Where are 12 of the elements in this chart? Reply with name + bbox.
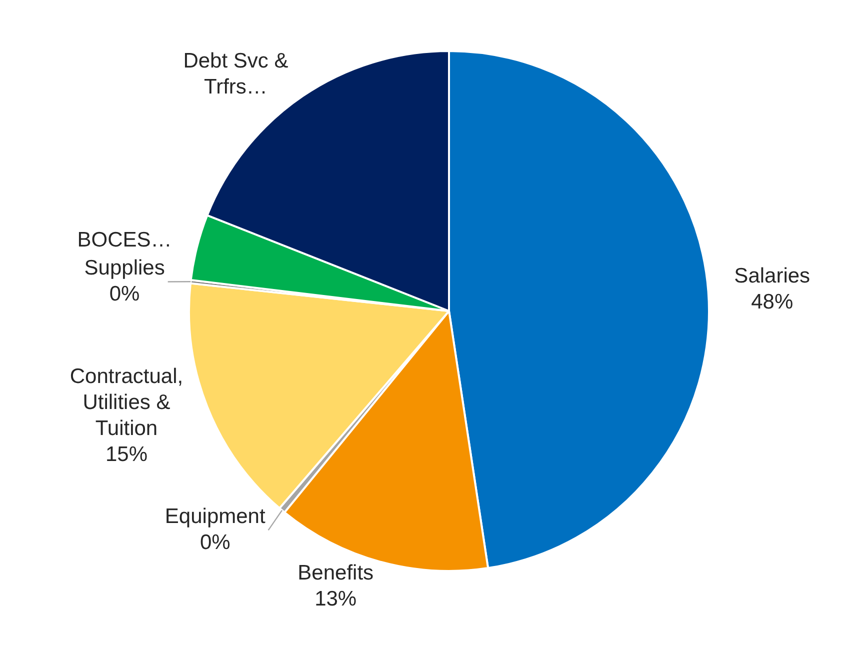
data-label: 0% xyxy=(109,282,140,306)
data-label: 15% xyxy=(105,443,148,466)
data-label: 0% xyxy=(200,531,230,554)
slice-label: Debt Svc & Trfrs… xyxy=(183,49,288,98)
slice-label: Benefits xyxy=(298,562,374,585)
slice-label: Supplies xyxy=(84,256,165,280)
slice-label: Salaries xyxy=(734,264,810,288)
slice-label: Contractual, Utilities & Tuition xyxy=(70,365,184,440)
slice-label: BOCES… xyxy=(77,228,172,252)
slice-label: Equipment xyxy=(164,505,266,528)
data-label: 48% xyxy=(751,290,794,314)
data-label: 13% xyxy=(314,588,357,611)
